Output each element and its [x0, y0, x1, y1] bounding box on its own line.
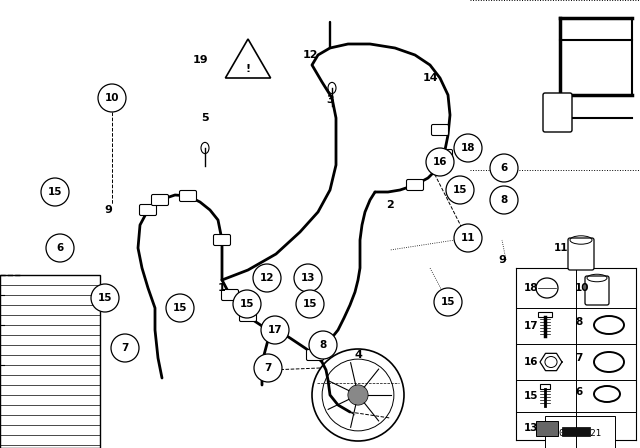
- Text: 7: 7: [575, 353, 582, 363]
- Text: 10: 10: [105, 93, 119, 103]
- Bar: [536, 421, 558, 436]
- FancyBboxPatch shape: [152, 194, 168, 206]
- Bar: [0, 275, 100, 448]
- FancyBboxPatch shape: [431, 125, 449, 135]
- Circle shape: [454, 134, 482, 162]
- Text: 15: 15: [98, 293, 112, 303]
- Text: 13: 13: [301, 273, 316, 283]
- Text: 6: 6: [575, 387, 582, 397]
- Text: 19: 19: [192, 55, 208, 65]
- Text: 13: 13: [524, 423, 538, 433]
- Text: 15: 15: [240, 299, 254, 309]
- Text: 16: 16: [524, 357, 538, 367]
- Circle shape: [166, 294, 194, 322]
- Circle shape: [348, 385, 368, 405]
- Text: 12: 12: [302, 50, 317, 60]
- Circle shape: [490, 154, 518, 182]
- Text: 11: 11: [461, 233, 476, 243]
- FancyBboxPatch shape: [307, 349, 323, 361]
- FancyBboxPatch shape: [435, 150, 452, 160]
- Bar: [562, 427, 590, 436]
- FancyBboxPatch shape: [543, 93, 572, 132]
- Circle shape: [41, 178, 69, 206]
- Text: 1: 1: [218, 283, 226, 293]
- Text: 18: 18: [461, 143, 476, 153]
- Text: 11: 11: [554, 243, 568, 253]
- Text: 15: 15: [441, 297, 455, 307]
- Circle shape: [98, 84, 126, 112]
- Circle shape: [294, 264, 322, 292]
- Circle shape: [434, 288, 462, 316]
- Text: 4: 4: [354, 350, 362, 360]
- Circle shape: [111, 334, 139, 362]
- FancyBboxPatch shape: [568, 238, 594, 270]
- Circle shape: [490, 186, 518, 214]
- Text: 6: 6: [500, 163, 508, 173]
- Text: 8: 8: [575, 317, 582, 327]
- Text: 00181221: 00181221: [559, 430, 602, 439]
- Text: 15: 15: [303, 299, 317, 309]
- Text: 3: 3: [326, 95, 334, 105]
- Text: 5: 5: [201, 113, 209, 123]
- Text: 9: 9: [104, 205, 112, 215]
- Text: !: !: [245, 64, 251, 74]
- Text: 15: 15: [48, 187, 62, 197]
- Circle shape: [309, 331, 337, 359]
- Circle shape: [296, 290, 324, 318]
- Text: 16: 16: [433, 157, 447, 167]
- FancyBboxPatch shape: [140, 204, 157, 215]
- FancyBboxPatch shape: [266, 323, 282, 333]
- Circle shape: [91, 284, 119, 312]
- FancyBboxPatch shape: [221, 289, 239, 301]
- Circle shape: [446, 176, 474, 204]
- Text: 12: 12: [260, 273, 275, 283]
- Text: 7: 7: [264, 363, 272, 373]
- FancyBboxPatch shape: [214, 234, 230, 246]
- Text: 2: 2: [386, 200, 394, 210]
- Text: 14: 14: [422, 73, 438, 83]
- Text: 15: 15: [452, 185, 467, 195]
- Circle shape: [454, 224, 482, 252]
- Text: 18: 18: [524, 283, 538, 293]
- Text: 8: 8: [500, 195, 508, 205]
- Circle shape: [233, 290, 261, 318]
- Circle shape: [253, 264, 281, 292]
- FancyBboxPatch shape: [179, 190, 196, 202]
- Bar: [538, 312, 552, 317]
- FancyBboxPatch shape: [239, 310, 257, 322]
- Circle shape: [254, 354, 282, 382]
- Bar: [540, 384, 550, 389]
- Text: 17: 17: [524, 321, 539, 331]
- Text: 15: 15: [173, 303, 188, 313]
- Text: 15: 15: [524, 391, 538, 401]
- Text: 6: 6: [56, 243, 63, 253]
- Circle shape: [46, 234, 74, 262]
- FancyBboxPatch shape: [585, 276, 609, 305]
- Text: 8: 8: [319, 340, 326, 350]
- Text: 10: 10: [575, 283, 589, 293]
- Text: 7: 7: [122, 343, 129, 353]
- Text: 9: 9: [498, 255, 506, 265]
- FancyBboxPatch shape: [406, 180, 424, 190]
- Text: 17: 17: [268, 325, 282, 335]
- Circle shape: [426, 148, 454, 176]
- Circle shape: [261, 316, 289, 344]
